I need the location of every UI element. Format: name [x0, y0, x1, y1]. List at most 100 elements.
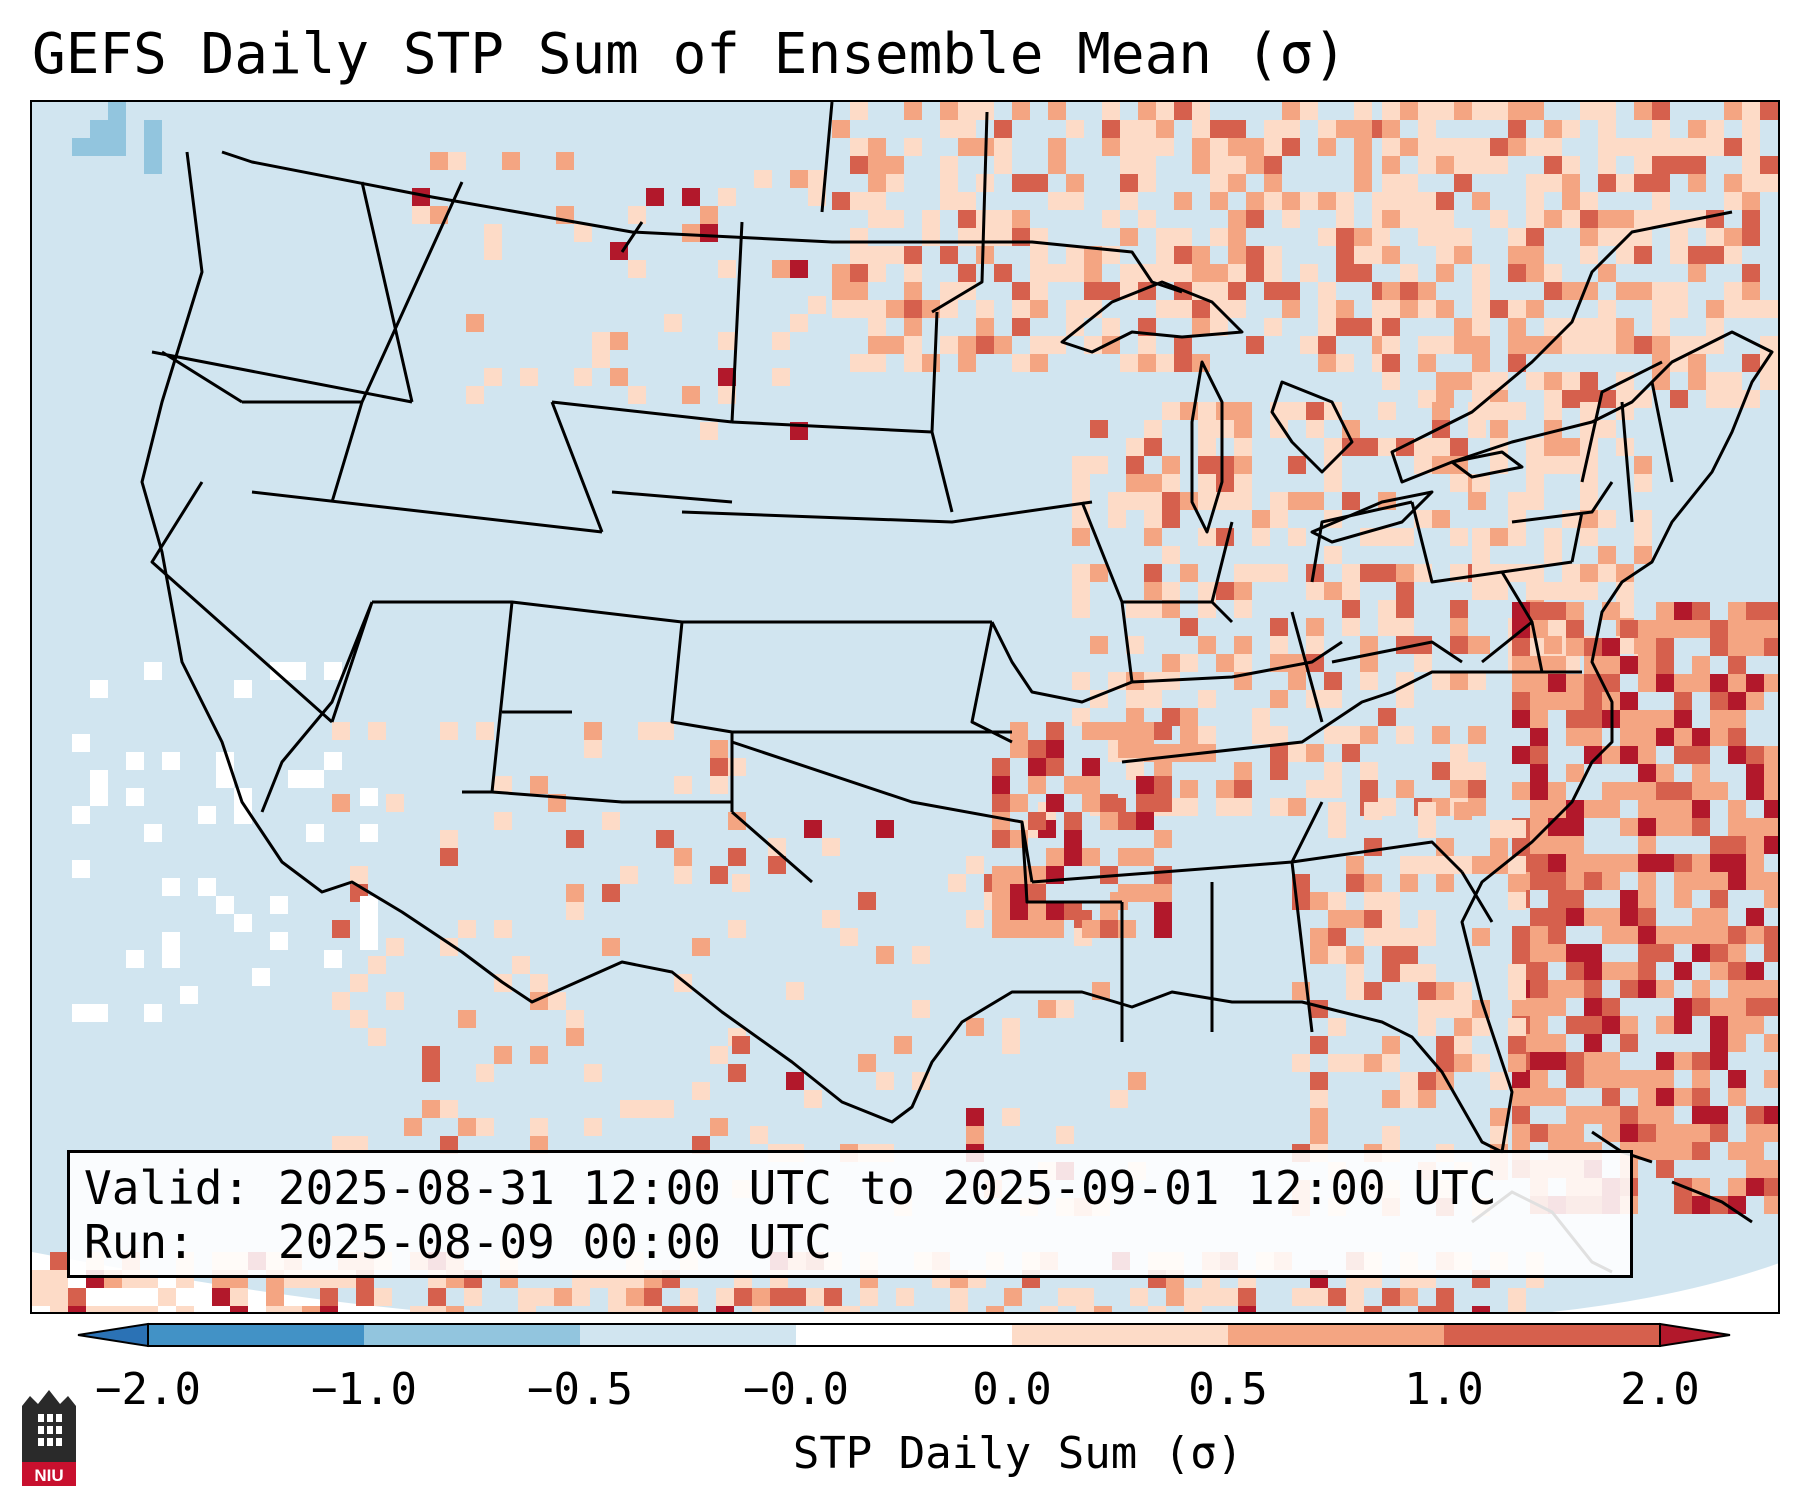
field-cell — [1216, 420, 1234, 438]
field-cell — [1198, 456, 1216, 474]
field-cell — [1728, 728, 1746, 746]
field-cell — [108, 120, 126, 138]
field-cell — [638, 1100, 656, 1118]
field-cell — [1710, 998, 1728, 1016]
field-cell — [992, 920, 1010, 938]
field-cell — [162, 878, 180, 896]
colorbar — [77, 1322, 1731, 1348]
field-cell — [1562, 456, 1580, 474]
field-cell — [1598, 510, 1616, 528]
field-cell — [1656, 980, 1674, 998]
field-cell — [1580, 402, 1598, 420]
field-cell — [1082, 776, 1100, 794]
field-cell — [1778, 102, 1780, 120]
field-cell — [1072, 582, 1090, 600]
field-cell — [1324, 672, 1342, 690]
field-cell — [1066, 174, 1084, 192]
field-cell — [1154, 866, 1172, 884]
field-cell — [1656, 728, 1674, 746]
field-cell — [1454, 1054, 1472, 1072]
field-cell — [850, 300, 868, 318]
field-cell — [1548, 1034, 1566, 1052]
field-cell — [718, 260, 736, 278]
field-cell — [754, 170, 772, 188]
field-cell — [1728, 1016, 1746, 1034]
field-cell — [1764, 1106, 1778, 1124]
field-cell — [1602, 602, 1620, 620]
field-cell — [608, 1288, 626, 1306]
field-cell — [554, 1288, 572, 1306]
field-cell — [1288, 672, 1306, 690]
field-cell — [1030, 174, 1048, 192]
field-cell — [1382, 1036, 1400, 1054]
field-cell — [1656, 638, 1674, 656]
field-cell — [1342, 492, 1360, 510]
field-cell — [1638, 836, 1656, 854]
field-cell — [1760, 174, 1778, 192]
field-cell — [716, 1288, 734, 1306]
field-cell — [494, 920, 512, 938]
field-cell — [1548, 1124, 1566, 1142]
field-cell — [410, 1306, 428, 1312]
field-cell — [790, 170, 808, 188]
field-cell — [1598, 156, 1616, 174]
field-cell — [1198, 474, 1216, 492]
field-cell — [628, 260, 646, 278]
field-cell — [700, 206, 718, 224]
field-cell — [1102, 318, 1120, 336]
field-cell — [1264, 138, 1282, 156]
field-cell — [966, 1018, 984, 1036]
field-cell — [1048, 138, 1066, 156]
colorbar-label: STP Daily Sum (σ) — [792, 1428, 1244, 1479]
field-cell — [1072, 492, 1090, 510]
field-cell — [1620, 908, 1638, 926]
field-cell — [90, 788, 108, 806]
field-cell — [1100, 722, 1118, 740]
field-cell — [466, 314, 484, 332]
field-cell — [692, 1082, 710, 1100]
field-cell — [1342, 600, 1360, 618]
field-cell — [904, 336, 922, 354]
field-cell — [1620, 890, 1638, 908]
field-cell — [1110, 1090, 1128, 1108]
field-cell — [1490, 528, 1508, 546]
field-cell — [1180, 780, 1198, 798]
field-cell — [1436, 1036, 1454, 1054]
field-cell — [1310, 1072, 1328, 1090]
field-cell — [664, 314, 682, 332]
field-cell — [1382, 892, 1400, 910]
field-cell — [876, 946, 894, 964]
field-cell — [1234, 492, 1252, 510]
run-label: Run: — [84, 1215, 195, 1269]
field-cell — [868, 174, 886, 192]
field-cell — [948, 874, 966, 892]
field-cell — [1310, 892, 1328, 910]
field-cell — [1620, 692, 1638, 710]
field-cell — [1346, 910, 1364, 928]
tick-label: 1.0 — [1404, 1364, 1484, 1415]
field-cell — [1526, 192, 1544, 210]
field-cell — [518, 1288, 536, 1306]
field-cell — [1584, 962, 1602, 980]
field-cell — [994, 156, 1012, 174]
field-cell — [1192, 246, 1210, 264]
map-panel[interactable] — [30, 100, 1780, 1314]
field-cell — [1090, 564, 1108, 582]
field-cell — [950, 1306, 968, 1312]
field-cell — [1710, 944, 1728, 962]
field-cell — [1710, 638, 1728, 656]
field-cell — [270, 662, 288, 680]
field-cell — [1598, 174, 1616, 192]
field-cell — [1602, 1070, 1620, 1088]
field-cell — [1508, 874, 1526, 892]
field-cell — [1048, 102, 1066, 120]
field-cell — [1638, 620, 1656, 638]
field-cell — [1234, 564, 1252, 582]
field-cell — [1120, 120, 1138, 138]
field-cell — [1710, 692, 1728, 710]
field-cell — [1418, 156, 1436, 174]
field-cell — [1120, 174, 1138, 192]
field-cell — [868, 210, 886, 228]
field-cell — [1584, 674, 1602, 692]
field-cell — [1512, 944, 1530, 962]
